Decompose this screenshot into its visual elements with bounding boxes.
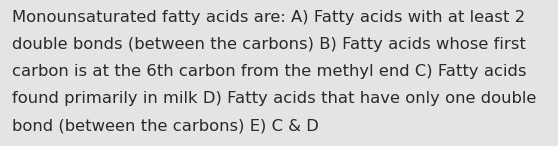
Text: bond (between the carbons) E) C & D: bond (between the carbons) E) C & D xyxy=(12,118,319,133)
Text: double bonds (between the carbons) B) Fatty acids whose first: double bonds (between the carbons) B) Fa… xyxy=(12,37,526,52)
Text: found primarily in milk D) Fatty acids that have only one double: found primarily in milk D) Fatty acids t… xyxy=(12,91,537,106)
Text: carbon is at the 6th carbon from the methyl end C) Fatty acids: carbon is at the 6th carbon from the met… xyxy=(12,64,527,79)
Text: Monounsaturated fatty acids are: A) Fatty acids with at least 2: Monounsaturated fatty acids are: A) Fatt… xyxy=(12,10,526,25)
